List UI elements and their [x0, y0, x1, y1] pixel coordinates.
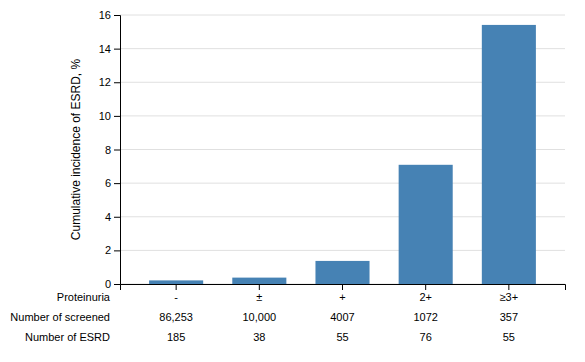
table-cell: 86,253: [159, 311, 193, 323]
y-tick-label: 16: [99, 9, 111, 21]
y-axis-title: Cumulative incidence of ESRD, %: [69, 58, 83, 240]
y-tick-label: 14: [99, 43, 111, 55]
y-tick-label: 10: [99, 110, 111, 122]
bars: [149, 25, 536, 284]
plot: 0 2 4 6 8 10 12 14 16 - ± +2+ ≥3+: [99, 9, 566, 303]
row-label: Number of screened: [10, 311, 110, 323]
bar: [315, 261, 369, 284]
y-tick-mark: [114, 150, 120, 151]
bar: [232, 278, 286, 284]
chart: 0 2 4 6 8 10 12 14 16 - ± +2+ ≥3+ Cumulative incidenc…: [0, 0, 585, 362]
y-tick-label: 2: [105, 244, 111, 256]
x-tick: -: [174, 284, 178, 303]
x-axis: - ± +2+ ≥3+: [121, 284, 566, 303]
y-axis-line: [114, 16, 121, 285]
table-cell: 1072: [413, 311, 437, 323]
x-tick-mark: [425, 284, 426, 290]
table-cell: 10,000: [242, 311, 276, 323]
y-tick-mark: [114, 82, 120, 83]
y-tick-mark: [114, 217, 120, 218]
y-tick-mark: [114, 183, 120, 184]
grid: [120, 15, 565, 284]
x-tick-mark: [508, 284, 509, 290]
y-tick: 6: [105, 177, 120, 189]
bar: [149, 280, 203, 284]
y-tick: 12: [99, 76, 120, 88]
y-tick-label: 12: [99, 76, 111, 88]
table-cell: 76: [420, 331, 432, 343]
x-tick: +: [339, 284, 345, 303]
x-tick-label: 2+: [419, 291, 432, 303]
grid-line: [120, 15, 565, 16]
y-tick: 0: [105, 278, 120, 290]
bar: [482, 25, 536, 284]
x-tick-mark: [342, 284, 343, 290]
y-tick-mark: [114, 15, 120, 16]
table-cell: 38: [253, 331, 265, 343]
table-cell: 185: [167, 331, 185, 343]
x-tick-label: -: [174, 291, 178, 303]
y-tick-label: 8: [105, 144, 111, 156]
table-cell: 55: [336, 331, 348, 343]
y-axis: 0 2 4 6 8 10 12 14 16: [99, 9, 121, 290]
y-tick-mark: [114, 284, 120, 285]
y-tick-label: 0: [105, 278, 111, 290]
y-tick: 4: [105, 211, 120, 223]
y-tick: 10: [99, 110, 120, 122]
x-tick-label: +: [339, 291, 345, 303]
bar: [399, 165, 453, 284]
y-tick-label: 6: [105, 177, 111, 189]
x-tick: ≥3+: [500, 284, 519, 303]
y-tick-mark: [114, 250, 120, 251]
y-tick-mark: [114, 116, 120, 117]
x-tick-mark: [259, 284, 260, 290]
table-cell: 55: [503, 331, 515, 343]
x-tick-mark: [176, 284, 177, 290]
table: Number of screened 86,253 10,000 4007 1072 35…: [10, 311, 518, 343]
table-cell: 4007: [330, 311, 354, 323]
y-tick: 16: [99, 9, 120, 21]
y-tick-mark: [114, 49, 120, 50]
x-tick: ±: [256, 284, 262, 303]
table-cell: 357: [500, 311, 518, 323]
row-label: Proteinuria: [57, 291, 111, 303]
y-tick: 8: [105, 144, 120, 156]
y-tick: 14: [99, 43, 120, 55]
y-tick-label: 4: [105, 211, 111, 223]
y-tick: 2: [105, 244, 120, 256]
x-tick: 2+: [419, 284, 432, 303]
row-label: Number of ESRD: [25, 331, 110, 343]
x-tick-label: ≥3+: [500, 291, 519, 303]
x-axis-line: [121, 285, 566, 291]
x-tick-label: ±: [256, 291, 262, 303]
